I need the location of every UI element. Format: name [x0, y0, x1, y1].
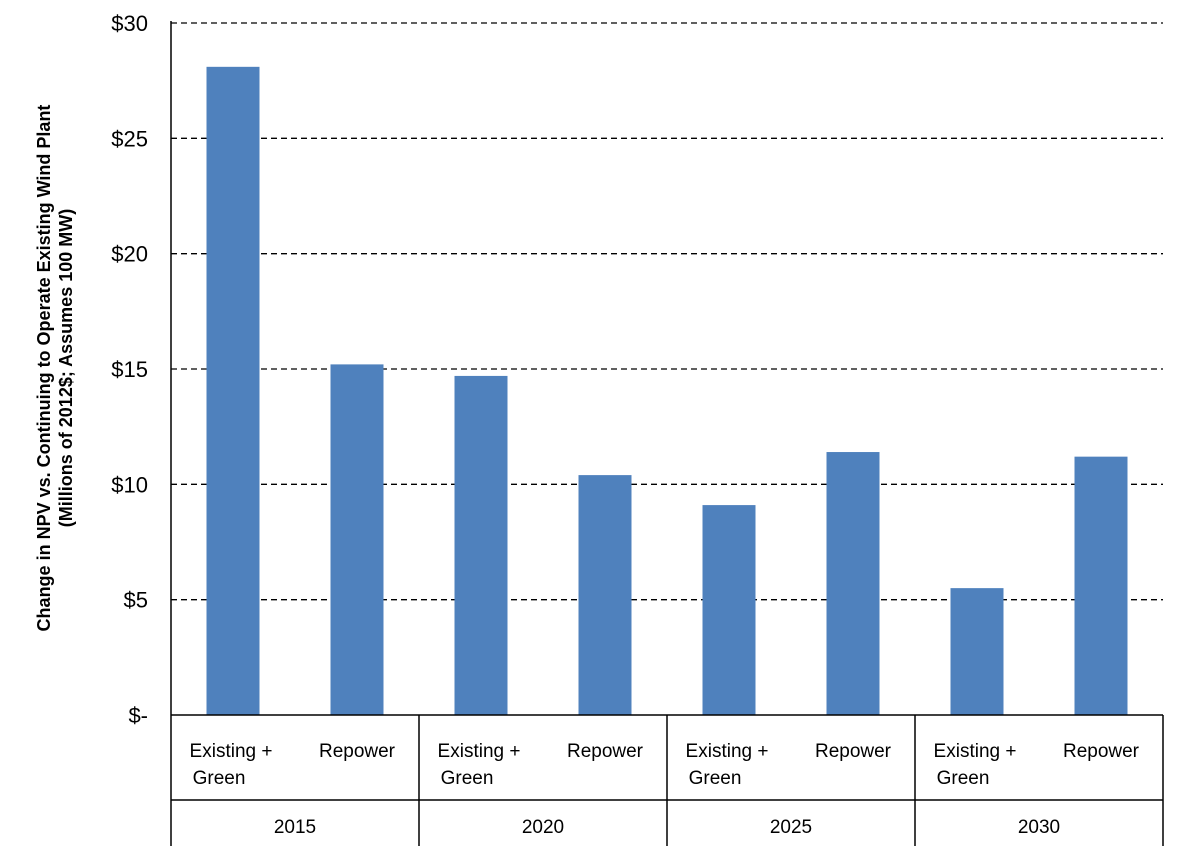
- y-tick-label: $5: [124, 588, 148, 613]
- y-tick-label: $-: [128, 703, 148, 728]
- y-tick-labels: $- $5 $10 $15 $20 $25 $30: [111, 11, 148, 728]
- bar-category-label-line: Repower: [815, 741, 892, 762]
- group-label: 2015: [274, 817, 316, 838]
- bar: [702, 505, 756, 715]
- bar: [950, 588, 1004, 715]
- y-tick-label: $20: [111, 242, 148, 267]
- group-label: 2020: [522, 817, 564, 838]
- bar: [826, 452, 880, 715]
- bar-category-label-line: Existing +: [438, 741, 521, 762]
- bar-category-label-line: Existing +: [190, 741, 273, 762]
- bar-category-label-line: Repower: [567, 741, 644, 762]
- category-labels: Existing + Green Repower 2015 Existing + Gree…: [190, 741, 1140, 838]
- bar-category-label: Repower: [567, 741, 644, 762]
- y-tick-label: $25: [111, 126, 148, 151]
- y-axis-title-line: (Millions of 2012$; Assumes 100 MW): [56, 209, 76, 527]
- bar-category-label: Existing + Green: [438, 741, 521, 789]
- bar: [1074, 456, 1128, 715]
- bar-category-label: Repower: [319, 741, 396, 762]
- y-axis-title: Change in NPV vs. Continuing to Operate …: [34, 105, 76, 632]
- bar: [330, 364, 384, 715]
- y-axis-label: Change in NPV vs. Continuing to Operate …: [34, 105, 76, 632]
- bar-category-label: Repower: [1063, 741, 1140, 762]
- bar: [206, 66, 260, 716]
- bar-category-label-line: Existing +: [934, 741, 1017, 762]
- y-tick-label: $15: [111, 357, 148, 382]
- bar-category-label-line: Repower: [319, 741, 396, 762]
- bar-category-label-line: Repower: [1063, 741, 1140, 762]
- y-axis-title-line: Change in NPV vs. Continuing to Operate …: [34, 105, 54, 632]
- y-tick-label: $10: [111, 472, 148, 497]
- bar: [454, 375, 508, 715]
- bar-category-label: Existing + Green: [686, 741, 769, 789]
- y-tick-label: $30: [111, 11, 148, 36]
- bar-category-label-line: Green: [193, 768, 246, 789]
- bars: [206, 66, 1128, 716]
- bar-category-label-line: Green: [689, 768, 742, 789]
- group-label: 2030: [1018, 817, 1060, 838]
- bar-category-label: Existing + Green: [190, 741, 273, 789]
- bar-category-label-line: Existing +: [686, 741, 769, 762]
- bar-category-label: Existing + Green: [934, 741, 1017, 789]
- axes: [170, 21, 1164, 846]
- bar-category-label-line: Green: [441, 768, 494, 789]
- bar: [578, 475, 632, 715]
- group-label: 2025: [770, 817, 812, 838]
- gridlines: [171, 22, 1163, 601]
- bar-category-label: Repower: [815, 741, 892, 762]
- bar-category-label-line: Green: [937, 768, 990, 789]
